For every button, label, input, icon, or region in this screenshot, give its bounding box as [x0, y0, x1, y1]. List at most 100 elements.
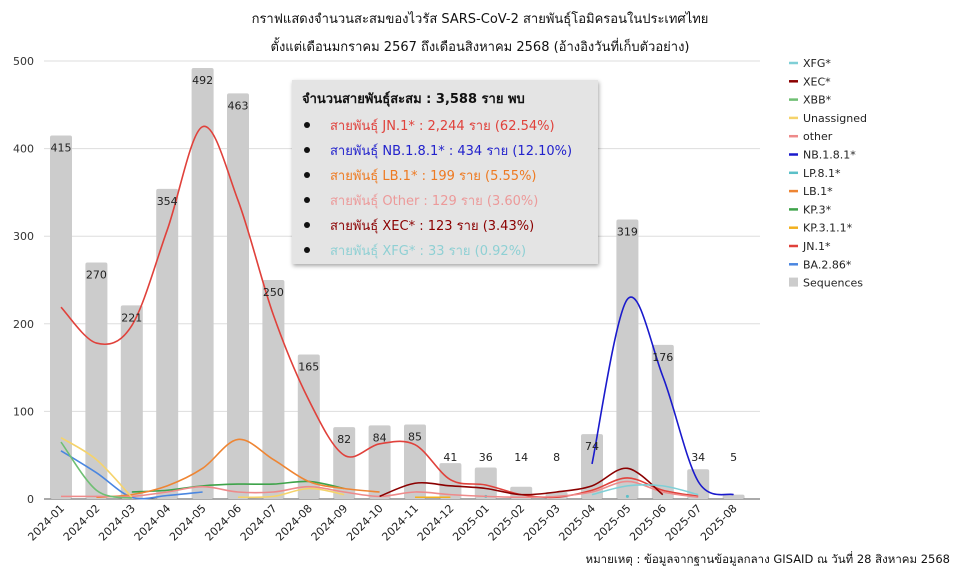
x-tick-label: 2024-01	[25, 502, 67, 544]
legend-label: KP.3.1.1*	[803, 222, 853, 235]
legend-item[interactable]: LP.8.1*	[789, 167, 841, 180]
chart-subtitle: ตั้งแต่เดือนมกราคม 2567 ถึงเดือนสิงหาคม …	[270, 40, 690, 55]
bar-sequences	[439, 463, 462, 499]
x-tick-label: 2024-08	[273, 502, 315, 544]
legend-item[interactable]: Unassigned	[789, 112, 867, 125]
y-tick-label: 200	[13, 318, 34, 331]
legend-item[interactable]: JN.1*	[789, 240, 831, 253]
bar-data-label: 176	[652, 351, 673, 364]
bar-data-label: 5	[730, 451, 737, 464]
y-tick-label: 500	[13, 55, 34, 68]
bar-data-label: 85	[408, 431, 422, 444]
legend-label: Sequences	[803, 277, 863, 290]
chart-title: กราฟแสดงจำนวนสะสมของไวรัส SARS-CoV-2 สาย…	[251, 12, 709, 27]
x-tick-label: 2024-04	[132, 502, 174, 544]
x-tick-label: 2025-06	[627, 502, 669, 544]
line-xfg-	[591, 483, 699, 496]
info-box: จำนวนสายพันธุ์สะสม : 3,588 ราย พบ สายพัน…	[292, 80, 598, 264]
point	[625, 494, 629, 498]
legend-label: BA.2.86*	[803, 258, 852, 271]
bar-sequences	[616, 219, 639, 499]
x-tick-label: 2024-07	[238, 502, 280, 544]
y-tick-label: 0	[27, 493, 34, 506]
y-tick-label: 100	[13, 405, 34, 418]
bar-data-label: 82	[337, 433, 351, 446]
x-tick-label: 2025-03	[521, 502, 563, 544]
legend-label: XBB*	[803, 94, 832, 107]
x-tick-label: 2024-03	[96, 502, 138, 544]
bar-sequences	[474, 467, 497, 499]
bar-sequences	[651, 344, 674, 499]
bar-data-label: 8	[553, 451, 560, 464]
line-unassigned	[60, 436, 133, 498]
bar-data-label: 34	[691, 451, 705, 464]
line-xec-	[379, 467, 664, 498]
line-nb-1-8-1-	[591, 296, 734, 496]
info-row: สายพันธุ์ NB.1.8.1* : 434 ราย (12.10%)	[304, 140, 598, 159]
x-tick-label: 2024-02	[61, 502, 103, 544]
x-tick-label: 2025-01	[450, 502, 492, 544]
bar-data-label: 74	[585, 440, 599, 453]
legend-label: KP.3*	[803, 203, 832, 216]
bar-sequences	[687, 469, 710, 499]
x-tick-label: 2024-11	[379, 502, 421, 544]
x-tick-label: 2025-08	[698, 502, 740, 544]
x-tick-label: 2024-05	[167, 502, 209, 544]
info-row: สายพันธุ์ Other : 129 ราย (3.60%)	[304, 190, 598, 209]
info-row: สายพันธุ์ LB.1* : 199 ราย (5.55%)	[304, 165, 598, 184]
bar-sequences	[227, 93, 249, 500]
x-tick-label: 2025-02	[486, 502, 528, 544]
bar-sequences	[156, 188, 179, 499]
bar-data-label: 221	[121, 311, 142, 324]
bar-data-label: 354	[157, 195, 178, 208]
bar-data-label: 14	[514, 451, 528, 464]
info-row: สายพันธุ์ JN.1* : 2,244 ราย (62.54%)	[304, 115, 598, 134]
y-tick-label: 300	[13, 230, 34, 243]
legend-item[interactable]: KP.3*	[789, 203, 832, 216]
bar-data-label: 415	[51, 141, 72, 154]
footnote: หมายเหตุ : ข้อมูลจากฐานข้อมูลกลาง GISAID…	[585, 552, 951, 566]
line-lb-1-	[96, 438, 380, 499]
legend-item[interactable]: Sequences	[789, 277, 863, 290]
x-tick-label: 2025-04	[556, 502, 598, 544]
line-jn-1-	[60, 125, 699, 499]
legend-item[interactable]: BA.2.86*	[789, 258, 852, 271]
legend-item[interactable]: KP.3.1.1*	[789, 222, 853, 235]
legend-swatch	[789, 277, 798, 287]
bar-sequences	[262, 280, 285, 499]
bar-data-label: 250	[263, 286, 284, 299]
bar-data-label: 165	[298, 360, 319, 373]
legend-label: LB.1*	[803, 185, 833, 198]
bar-sequences	[85, 262, 108, 499]
bar-data-label: 36	[479, 451, 493, 464]
bar-sequences	[722, 494, 745, 499]
legend-label: Unassigned	[803, 112, 867, 125]
y-tick-label: 400	[13, 143, 34, 156]
bar-data-label: 463	[228, 99, 249, 112]
legend-label: other	[803, 130, 833, 143]
legend-label: LP.8.1*	[803, 167, 841, 180]
bar-sequences	[368, 425, 391, 499]
legend-label: XEC*	[803, 75, 831, 88]
bar-sequences	[333, 427, 356, 499]
legend-item[interactable]: NB.1.8.1*	[789, 149, 856, 162]
bar-sequences	[120, 305, 143, 499]
x-tick-label: 2024-12	[415, 502, 457, 544]
line-unassigned	[237, 487, 345, 499]
x-tick-label: 2024-09	[309, 502, 351, 544]
legend-item[interactable]: other	[789, 130, 833, 143]
x-tick-label: 2024-06	[202, 502, 244, 544]
legend-label: NB.1.8.1*	[803, 149, 856, 162]
legend-item[interactable]: XBB*	[789, 94, 832, 107]
legend-label: JN.1*	[802, 240, 831, 253]
line-xbb-	[60, 441, 132, 499]
bar-data-label: 84	[373, 431, 387, 444]
x-tick-label: 2025-05	[592, 502, 634, 544]
legend-item[interactable]: XFG*	[789, 57, 831, 70]
info-heading: จำนวนสายพันธุ์สะสม : 3,588 ราย พบ	[302, 92, 525, 107]
legend-item[interactable]: LB.1*	[789, 185, 833, 198]
bar-data-label: 319	[617, 226, 638, 239]
legend-item[interactable]: XEC*	[789, 75, 831, 88]
info-row: สายพันธุ์ XFG* : 33 ราย (0.92%)	[304, 240, 598, 259]
